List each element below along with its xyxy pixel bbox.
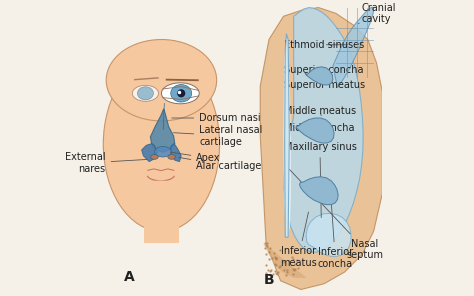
Polygon shape — [150, 109, 175, 152]
Polygon shape — [300, 177, 338, 205]
Ellipse shape — [151, 155, 158, 159]
Ellipse shape — [137, 87, 154, 100]
Ellipse shape — [177, 89, 185, 97]
Polygon shape — [283, 40, 291, 237]
Ellipse shape — [130, 181, 191, 210]
Text: Middle meatus: Middle meatus — [283, 106, 356, 116]
Ellipse shape — [106, 40, 217, 121]
Text: Inferior
concha: Inferior concha — [318, 204, 353, 269]
Polygon shape — [284, 8, 363, 252]
Polygon shape — [305, 67, 333, 85]
Text: Superior meatus: Superior meatus — [283, 80, 365, 90]
Text: Apex: Apex — [171, 152, 221, 163]
Ellipse shape — [132, 85, 158, 101]
Ellipse shape — [171, 85, 191, 102]
Text: Lateral nasal
cartilage: Lateral nasal cartilage — [173, 125, 263, 147]
Polygon shape — [263, 243, 307, 278]
Bar — [144, 208, 179, 243]
Text: Middle concha: Middle concha — [283, 123, 354, 133]
Text: Nasal
septum: Nasal septum — [290, 169, 383, 260]
Polygon shape — [171, 144, 181, 162]
Polygon shape — [296, 118, 334, 143]
Text: A: A — [124, 270, 135, 284]
Ellipse shape — [103, 57, 219, 231]
Polygon shape — [142, 144, 157, 162]
Text: Cranial
cavity: Cranial cavity — [358, 3, 396, 24]
Polygon shape — [306, 213, 351, 256]
Text: B: B — [264, 273, 274, 287]
Text: Inferior
meatus: Inferior meatus — [280, 212, 317, 268]
Text: Ethmoid sinuses: Ethmoid sinuses — [283, 40, 364, 50]
Text: Superior concha: Superior concha — [283, 65, 363, 75]
Polygon shape — [285, 34, 289, 237]
Text: Dorsum nasi: Dorsum nasi — [172, 113, 261, 123]
Ellipse shape — [168, 155, 175, 159]
Ellipse shape — [162, 83, 199, 104]
Polygon shape — [333, 7, 374, 88]
Ellipse shape — [155, 147, 171, 157]
Text: Alar cartilage: Alar cartilage — [179, 157, 262, 171]
Text: External
nares: External nares — [65, 152, 147, 174]
Text: Maxillary sinus: Maxillary sinus — [283, 142, 356, 218]
Polygon shape — [260, 8, 383, 289]
